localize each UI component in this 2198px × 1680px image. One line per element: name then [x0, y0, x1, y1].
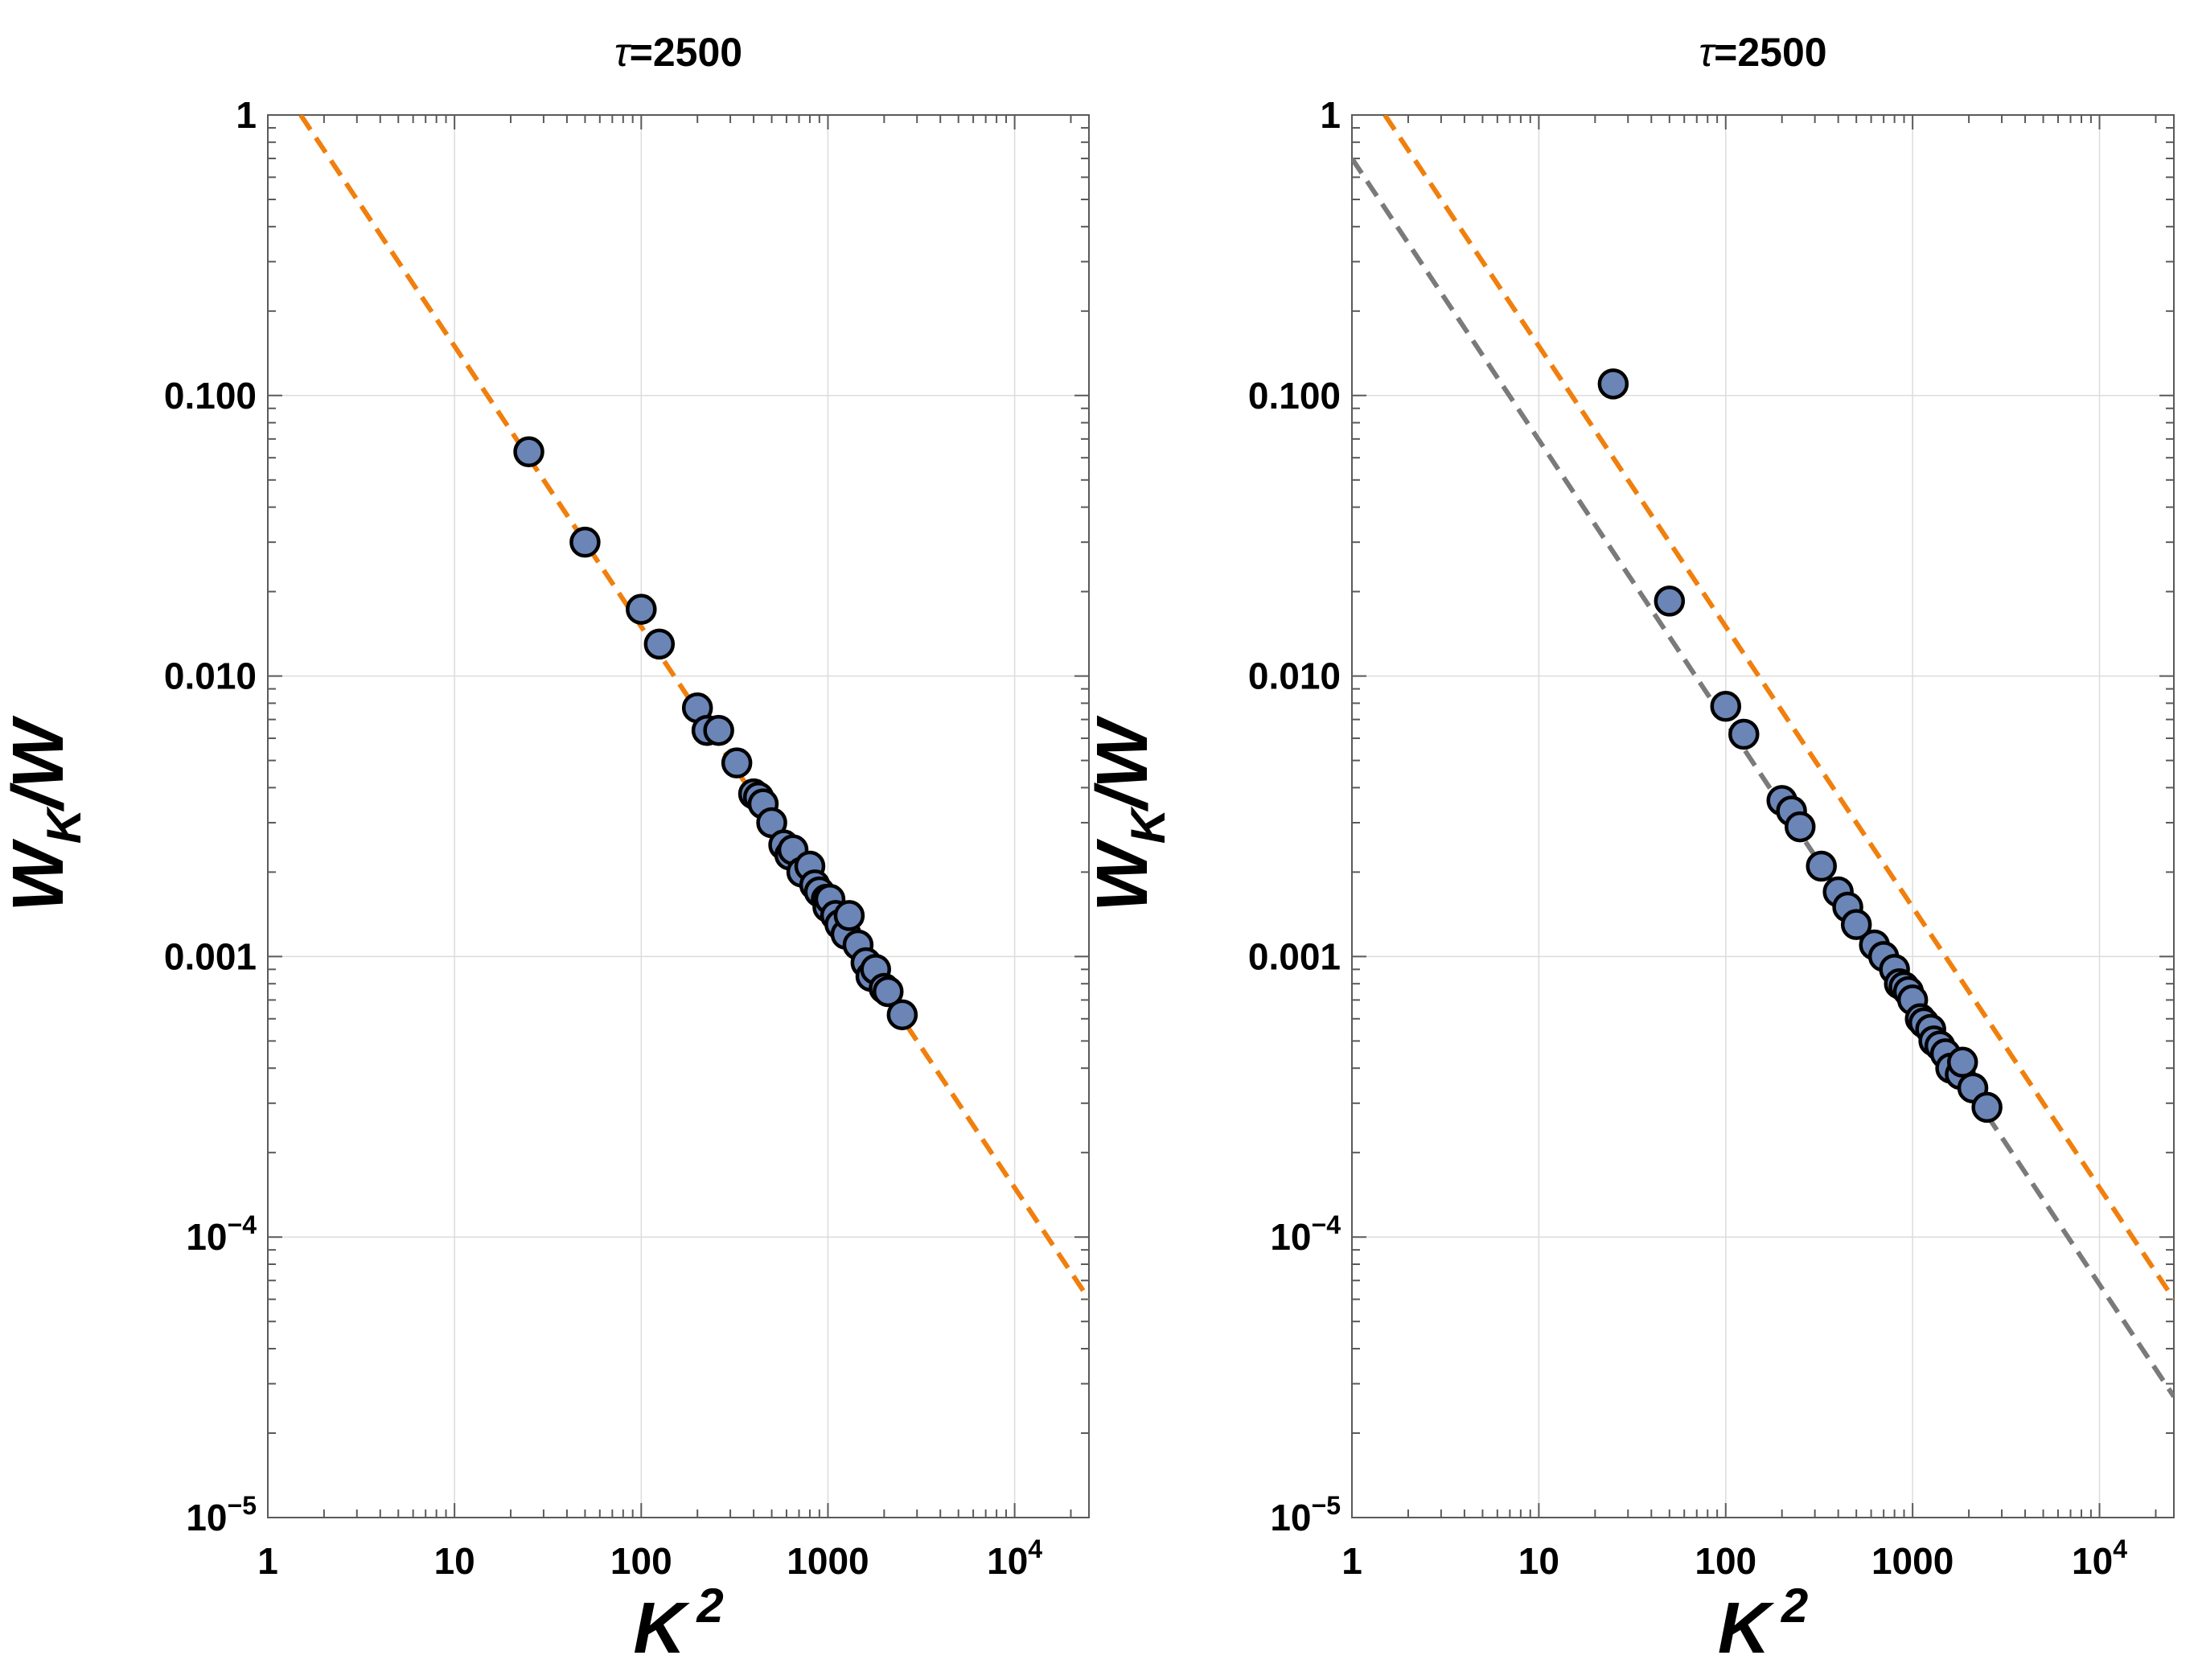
y-tick-label: 0.001 [164, 935, 257, 977]
x-tick-label: 10 [434, 1540, 475, 1582]
chart-title: τ=2500 [614, 30, 742, 75]
chart-title: τ=2500 [1699, 30, 1826, 75]
data-point [886, 999, 918, 1031]
y-tick-label: 10−5 [186, 1491, 257, 1538]
panel-right: 1 10 100 1000 104 1 0.100 0.010 0.001 10−4 10−5 τ=2… [1083, 30, 2175, 1669]
data-point [873, 976, 904, 1008]
data-point [1840, 909, 1872, 940]
y-tick-label: 0.001 [1248, 935, 1341, 977]
x-tick-label: 100 [610, 1540, 672, 1582]
y-tick-label: 1 [1320, 94, 1341, 136]
data-point [721, 747, 753, 778]
y-axis-label: WK/W [0, 715, 91, 912]
data-point [1654, 585, 1686, 617]
data-point [1597, 368, 1629, 400]
fit-lines [1352, 115, 2174, 1399]
x-tick-label: 1 [257, 1540, 278, 1582]
fit-orange-line [1382, 115, 2174, 1301]
x-tick-label: 100 [1695, 1540, 1756, 1582]
x-tick-label: 1000 [787, 1540, 869, 1582]
y-tick-label: 0.010 [164, 655, 257, 697]
grid [1352, 115, 2174, 1518]
y-tick-label: 1 [236, 94, 257, 136]
data-point [1806, 850, 1837, 882]
data-point [1946, 1046, 1978, 1078]
x-tick-label: 104 [2072, 1534, 2127, 1582]
data-point [626, 594, 657, 625]
y-tick-label: 10−4 [1270, 1210, 1341, 1258]
y-tick-label: 0.010 [1248, 655, 1341, 697]
data-point [569, 526, 601, 558]
y-tick-label: 0.100 [164, 375, 257, 417]
data-point [1784, 811, 1816, 843]
data-points [513, 436, 918, 1031]
y-tick-label: 10−5 [1270, 1491, 1341, 1538]
data-points [1597, 368, 2003, 1123]
x-tick-label: 10 [1518, 1540, 1559, 1582]
data-point [703, 714, 734, 746]
data-point [1710, 690, 1742, 722]
plot-frame [1351, 114, 2175, 1518]
grid [268, 115, 1089, 1518]
x-tick-label: 1 [1341, 1540, 1362, 1582]
y-tick-label: 10−4 [186, 1210, 257, 1258]
y-axis-label: WK/W [1083, 715, 1175, 912]
axis-ticks [267, 114, 1089, 1518]
data-point [833, 900, 865, 931]
plot-frame [267, 114, 1090, 1518]
axis-ticks [1351, 114, 2174, 1518]
data-point [643, 628, 676, 660]
fit-gray-line [1352, 157, 2174, 1399]
data-point [1971, 1091, 2003, 1123]
data-point [1728, 718, 1760, 750]
x-tick-label: 1000 [1871, 1540, 1954, 1582]
x-tick-label: 104 [987, 1534, 1042, 1582]
data-point [513, 436, 544, 468]
y-tick-label: 0.100 [1248, 375, 1341, 417]
panel-left: 1 10 100 1000 104 1 0.100 0.010 0.001 10−4 10−5 τ=2… [0, 30, 1090, 1669]
